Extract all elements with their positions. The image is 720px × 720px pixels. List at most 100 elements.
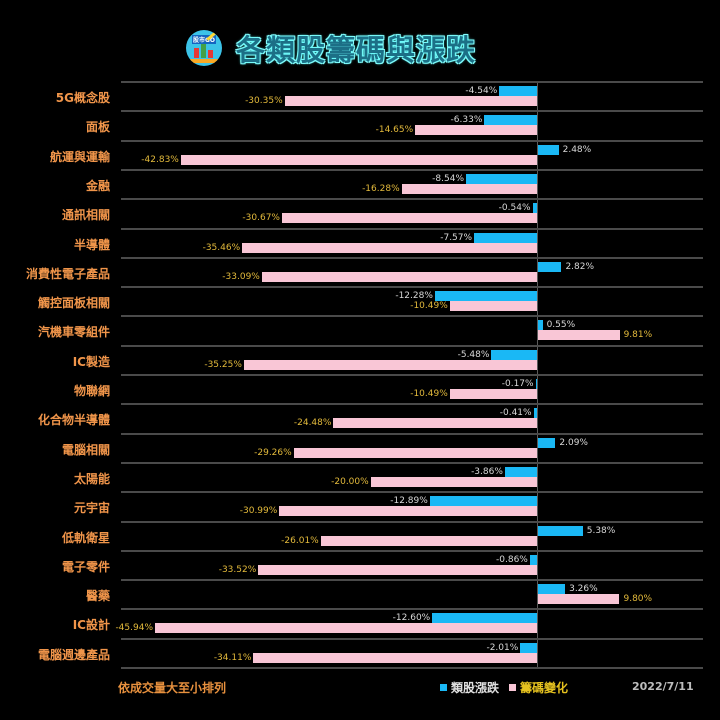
sector-change-bar	[499, 86, 537, 96]
gridline	[121, 433, 703, 435]
sector-change-label: 2.48%	[562, 145, 592, 155]
sector-change-bar	[465, 174, 537, 184]
gridline	[121, 140, 703, 142]
chip-change-label: -45.94%	[115, 623, 154, 633]
sector-change-label: -2.01%	[486, 643, 519, 653]
chip-change-label: 9.80%	[623, 594, 653, 604]
chip-change-label: -20.00%	[331, 477, 369, 487]
chip-change-label: -42.83%	[141, 155, 179, 165]
sector-change-bar	[504, 467, 537, 477]
chart-title: 各類股籌碼與漲跌	[236, 33, 477, 67]
chip-change-bar	[370, 477, 537, 487]
gridline	[121, 579, 703, 581]
chip-change-bar	[281, 213, 537, 223]
gridline	[121, 110, 703, 112]
sector-change-bar	[538, 584, 566, 594]
sector-change-label: -3.86%	[471, 467, 503, 477]
chip-change-bar	[261, 272, 537, 282]
sector-change-label: -8.54%	[432, 174, 464, 184]
sector-change-bar	[429, 496, 537, 506]
gridline	[121, 521, 703, 523]
chip-change-label: -34.11%	[213, 653, 252, 663]
category-label: 5G概念股	[55, 91, 110, 105]
sector-change-label: -0.86%	[496, 555, 528, 565]
sector-change-bar	[533, 408, 537, 418]
legend-swatch-blue-icon	[440, 684, 447, 691]
sector-change-bar	[538, 438, 556, 448]
date-label: 2022/7/11	[632, 680, 694, 693]
chip-change-label: 9.81%	[623, 330, 653, 340]
chip-change-bar	[415, 125, 537, 135]
chip-change-bar	[293, 448, 537, 458]
sector-change-label: -12.28%	[395, 291, 433, 301]
chip-change-bar	[538, 594, 620, 604]
gridline	[121, 286, 703, 288]
chip-change-bar	[242, 243, 537, 253]
sector-change-bar	[491, 350, 537, 360]
category-label: 太陽能	[73, 472, 110, 486]
gridline	[121, 403, 703, 405]
gridline	[121, 550, 703, 552]
sector-change-bar	[535, 379, 537, 389]
chip-change-label: -10.49%	[410, 301, 448, 311]
sector-change-bar	[434, 291, 537, 301]
chip-change-label: -14.65%	[375, 125, 414, 135]
category-label: 電子零件	[61, 560, 110, 574]
category-label: 航運與運輸	[49, 150, 110, 164]
gridline	[121, 81, 703, 83]
chip-change-bar	[333, 418, 537, 428]
category-label: 汽機車零組件	[37, 325, 110, 339]
gridline	[121, 169, 703, 171]
sector-change-bar	[474, 233, 537, 243]
sector-change-bar	[532, 203, 537, 213]
sector-change-label: -4.54%	[465, 86, 498, 96]
category-label: 電腦相關	[61, 443, 110, 457]
gridline	[121, 374, 703, 376]
category-label: IC製造	[72, 355, 110, 369]
legend: 類股漲跌 籌碼變化	[440, 679, 578, 696]
chip-change-bar	[180, 155, 537, 165]
sector-change-bar	[520, 643, 537, 653]
sector-change-bar	[538, 320, 543, 330]
category-label: 低軌衛星	[61, 531, 110, 545]
category-label: 金融	[85, 179, 110, 193]
chip-change-bar	[401, 184, 537, 194]
chip-change-label: -33.52%	[218, 565, 257, 575]
gridline	[121, 198, 703, 200]
sector-change-label: -6.33%	[450, 115, 483, 125]
chip-change-bar	[449, 301, 537, 311]
gridline	[121, 315, 703, 317]
category-label: 化合物半導體	[37, 413, 110, 427]
sector-change-label: -7.57%	[440, 233, 473, 243]
gridline	[121, 491, 703, 493]
chip-change-label: -30.35%	[245, 96, 283, 106]
category-label: 消費性電子產品	[25, 267, 110, 281]
chip-change-bar	[279, 506, 537, 516]
category-label: 通訊相關	[61, 208, 110, 222]
chip-change-label: -30.67%	[242, 213, 280, 223]
category-label: 電腦週邊產品	[37, 648, 110, 662]
chip-change-bar	[284, 96, 537, 106]
sector-change-label: -0.17%	[501, 379, 534, 389]
sector-change-bar	[529, 555, 537, 565]
sector-change-label: 3.26%	[569, 584, 598, 594]
category-label: 面板	[85, 120, 110, 134]
chip-change-label: -16.28%	[362, 184, 400, 194]
chip-change-label: -30.99%	[239, 506, 278, 516]
sector-change-label: 0.55%	[546, 320, 576, 330]
gridline	[121, 228, 703, 230]
gridline	[121, 345, 703, 347]
logo-text: 股市GO	[192, 35, 217, 44]
sector-change-label: 2.09%	[559, 438, 588, 448]
category-label: 觸控面板相關	[37, 296, 110, 310]
sector-change-label: 2.82%	[565, 262, 595, 272]
chip-change-label: -26.01%	[281, 536, 319, 546]
chip-change-label: -35.25%	[204, 360, 242, 370]
sector-change-bar	[484, 115, 537, 125]
sector-change-bar	[538, 145, 559, 155]
chip-change-bar	[449, 389, 537, 399]
category-label: 醫藥	[85, 589, 110, 603]
chip-change-label: -24.48%	[293, 418, 332, 428]
sector-change-label: -0.54%	[498, 203, 531, 213]
chip-change-bar	[538, 330, 620, 340]
